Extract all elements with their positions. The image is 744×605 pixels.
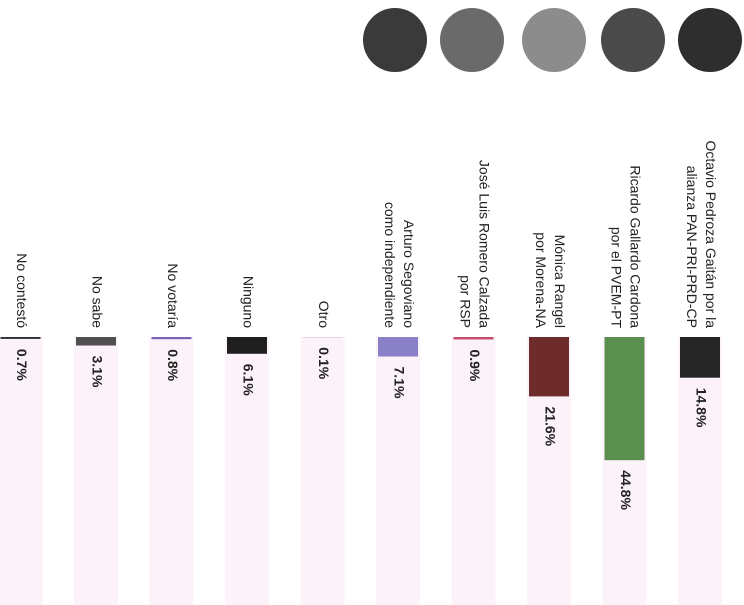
bar (453, 337, 494, 340)
category-label: como independiente (382, 202, 398, 328)
value-label: 0.7% (14, 349, 30, 381)
category-label: Arturo Segoviano (401, 220, 417, 328)
column-bg (225, 337, 269, 605)
category-label: Ricardo Gallardo Cardona (627, 165, 643, 328)
category-label: por el PVEM-PT (608, 227, 624, 329)
value-label: 0.1% (316, 347, 332, 379)
bar (604, 337, 645, 461)
value-label: 14.8% (693, 388, 709, 428)
column-bg (74, 337, 118, 605)
column-bg (451, 337, 496, 605)
bar (529, 337, 569, 397)
category-label: Ninguno (240, 276, 256, 328)
category-label: Otro (316, 301, 332, 328)
value-label: 44.8% (618, 470, 634, 510)
category-label: por RSP (457, 275, 473, 328)
category-label: No votaría (165, 263, 181, 328)
category-label: José Luis Romero Calzada (476, 160, 492, 328)
value-label: 7.1% (391, 367, 407, 399)
category-label: alianza PAN-PRI-PRD-CP (684, 166, 700, 328)
avatars (363, 8, 742, 72)
value-label: 0.9% (467, 349, 483, 381)
category-label: No contestó (14, 253, 30, 328)
bar (227, 337, 267, 354)
category-label: por Morena-NA (533, 232, 549, 328)
category-label: Mónica Rangel (552, 235, 568, 328)
column-bg (0, 337, 43, 605)
column-bg (376, 337, 420, 605)
value-label: 21.6% (542, 406, 558, 446)
bar (0, 337, 41, 339)
column-bg (678, 337, 722, 605)
avatar (440, 8, 504, 72)
avatar (678, 8, 742, 72)
bar (76, 337, 116, 346)
avatar (363, 8, 427, 72)
value-label: 6.1% (240, 364, 256, 396)
value-label: 3.1% (89, 356, 105, 388)
bar (680, 337, 720, 378)
category-label: No sabe (89, 276, 105, 328)
category-label: Octavio Pedroza Gaitán por la (703, 140, 719, 328)
column-bg (300, 337, 345, 605)
value-label: 0.8% (165, 349, 181, 381)
bar (151, 337, 192, 340)
column-bg (149, 337, 194, 605)
avatar (522, 8, 586, 72)
avatar (601, 8, 665, 72)
bar (378, 337, 418, 357)
